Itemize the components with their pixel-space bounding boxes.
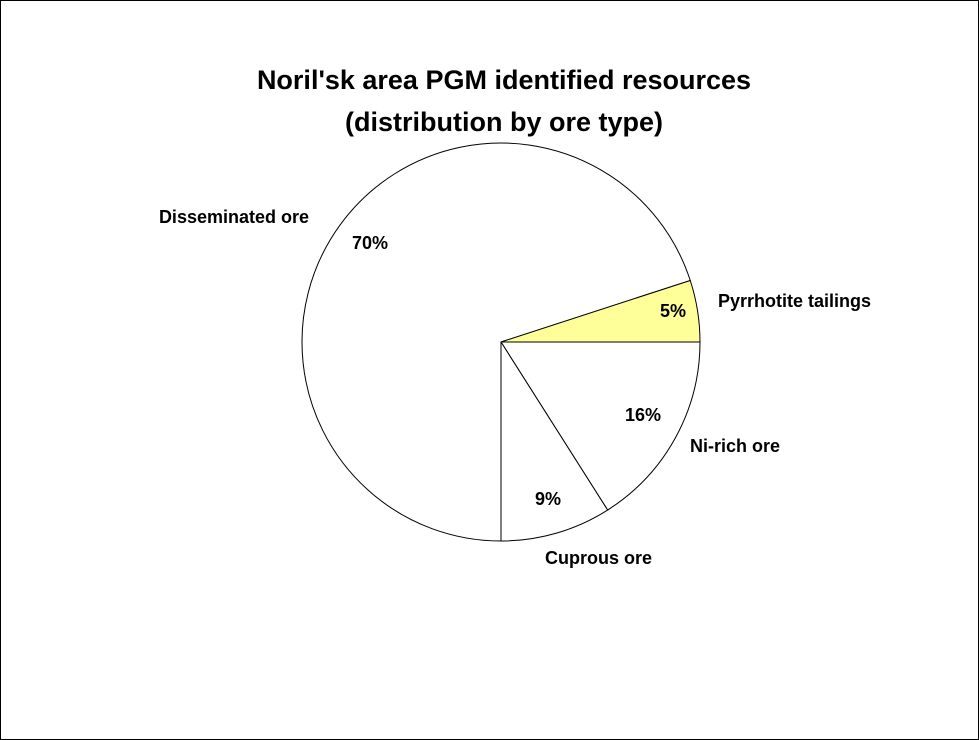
pie-slice — [500, 279, 701, 343]
pie-slice — [500, 340, 609, 542]
pie-slice — [301, 142, 691, 542]
data-label: 70% — [352, 233, 388, 253]
chart-title: Noril'sk area PGM identified resources — [257, 65, 751, 95]
category-label: Ni-rich ore — [690, 436, 780, 456]
category-label: Pyrrhotite tailings — [718, 291, 871, 311]
category-label: Disseminated ore — [159, 207, 309, 227]
pie-slice — [500, 341, 701, 511]
category-label: Cuprous ore — [545, 548, 652, 568]
data-label: 5% — [660, 301, 686, 321]
data-label: 9% — [535, 489, 561, 509]
chart-title: (distribution by ore type) — [345, 107, 663, 137]
data-label: 16% — [625, 405, 661, 425]
